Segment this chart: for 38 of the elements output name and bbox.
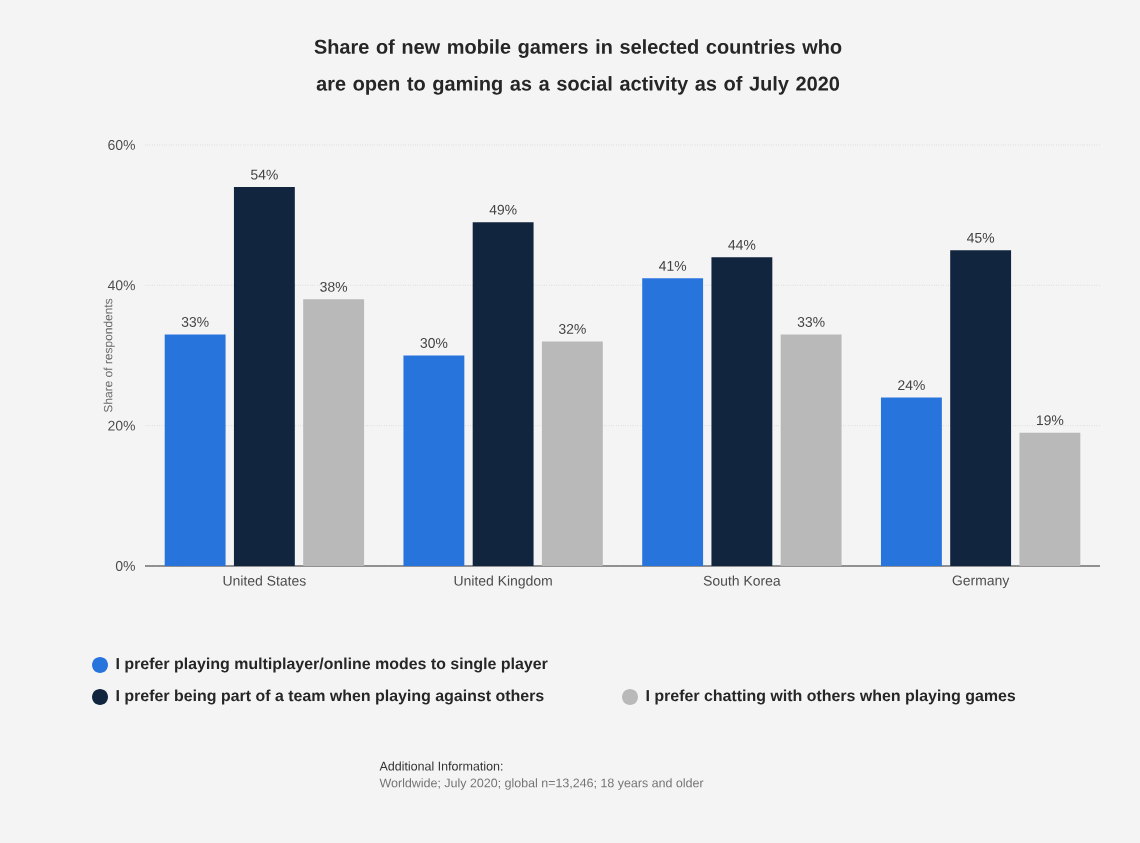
bar: [642, 278, 704, 566]
data-label: 44%: [728, 239, 756, 250]
data-label: 38%: [320, 281, 348, 292]
x-tick-label: Germany: [952, 575, 1010, 589]
data-label: 33%: [797, 317, 825, 327]
bar: [880, 397, 942, 566]
data-label: 19%: [1036, 415, 1064, 426]
bar: [541, 341, 603, 566]
y-tick-label: 20%: [108, 420, 135, 431]
data-label: 30%: [420, 338, 448, 348]
x-tick-label: United States: [223, 575, 306, 586]
data-label: 33%: [181, 317, 209, 327]
bar: [1019, 432, 1081, 566]
bar: [950, 250, 1012, 566]
legend-label: I prefer chatting with others when playing games: [646, 689, 1016, 705]
data-label: 41%: [659, 261, 687, 271]
bar: [303, 299, 365, 566]
bar: [233, 187, 295, 566]
data-label: 49%: [489, 204, 517, 215]
y-tick-label: 40%: [107, 280, 135, 291]
legend-label: I prefer being part of a team when playing against others: [116, 689, 544, 705]
data-label: 45%: [966, 232, 995, 243]
text: Additional Information:: [379, 761, 503, 771]
bar: [403, 355, 465, 566]
legend-label: I prefer playing multiplayer/online modes to single player: [116, 657, 548, 673]
text: Worldwide; July 2020; global n=13,246; 18 years and older: [379, 778, 704, 790]
y-tick-label: 60%: [108, 140, 135, 150]
x-tick-label: South Korea: [703, 575, 781, 586]
bar: [711, 257, 773, 566]
bar: [472, 222, 534, 566]
y-axis-title: Share of respondents: [103, 298, 115, 413]
y-tick-label: 0%: [115, 561, 135, 571]
x-tick-label: United Kingdom: [454, 575, 552, 589]
data-label: 54%: [250, 169, 278, 180]
chart-title: Share of new mobile gamers in selected countries who are open to gaming as a social activity as of July 2020: [314, 39, 842, 95]
bar: [164, 334, 226, 566]
data-label: 24%: [898, 380, 925, 391]
data-label: 32%: [558, 324, 586, 334]
